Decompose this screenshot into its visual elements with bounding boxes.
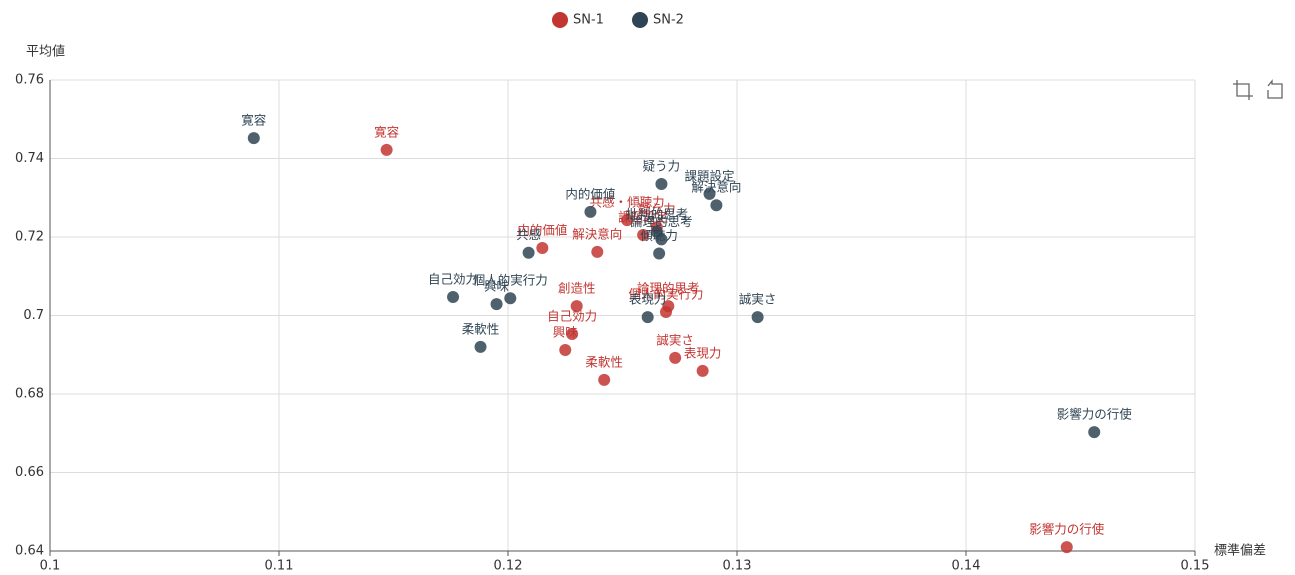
point-label: 課題設定 xyxy=(685,168,735,183)
point-label: 共感・傾聴力 xyxy=(590,195,665,210)
point-label: 創造性 xyxy=(558,281,596,296)
point xyxy=(637,229,650,242)
zoom-icon[interactable] xyxy=(1233,80,1253,100)
point xyxy=(696,364,709,377)
y-tick-label: 0.74 xyxy=(15,151,44,166)
x-tick-label: 0.12 xyxy=(494,559,523,574)
y-axis-name: 平均値 xyxy=(26,44,65,60)
point-label: 興味 xyxy=(484,279,510,294)
point-label: 論理的思考 xyxy=(630,214,693,229)
point xyxy=(655,178,668,191)
toolbox[interactable] xyxy=(1233,79,1283,100)
point-label: 解決意向 xyxy=(691,180,741,195)
reset-icon[interactable] xyxy=(1267,79,1283,99)
point-label: 傾聴力 xyxy=(640,228,678,243)
point xyxy=(669,351,682,364)
y-tick-label: 0.66 xyxy=(15,465,44,480)
point-label: 自己効力 xyxy=(547,308,597,323)
point xyxy=(710,199,723,212)
point xyxy=(504,292,517,305)
point-label: 柔軟性 xyxy=(462,321,500,336)
point xyxy=(660,305,673,318)
x-tick-label: 0.1 xyxy=(40,559,61,574)
point xyxy=(584,205,597,218)
point xyxy=(621,214,634,227)
point-label: 個人的実行力 xyxy=(473,273,548,288)
point-label: 興味 xyxy=(553,325,579,340)
point xyxy=(655,233,668,246)
legend-label: SN-1 xyxy=(573,13,604,28)
point-label: 表現力 xyxy=(684,345,722,360)
point-label: 内的価値 xyxy=(565,186,615,201)
point xyxy=(490,298,503,311)
point xyxy=(536,241,549,254)
point xyxy=(522,246,535,259)
point-label: 誠実さ xyxy=(739,292,777,307)
point-label: 課題設定 xyxy=(618,210,668,225)
point xyxy=(703,187,716,200)
point-label: 解決意向 xyxy=(572,226,622,241)
y-tick-label: 0.76 xyxy=(15,73,44,88)
y-tick-label: 0.72 xyxy=(15,230,44,245)
point-label: 自己効力 xyxy=(428,272,478,287)
x-axis-name: 標準偏差 xyxy=(1214,543,1266,559)
point-label: 誠実さ xyxy=(656,332,694,347)
point-label: 寛容 xyxy=(241,113,266,128)
x-tick-label: 0.14 xyxy=(952,559,981,574)
point xyxy=(751,311,764,324)
point xyxy=(474,340,487,353)
point-label: 柔軟性 xyxy=(585,354,623,369)
point-label: 表現力 xyxy=(629,292,667,307)
legend-marker xyxy=(552,12,568,28)
point xyxy=(566,327,579,340)
point xyxy=(559,344,572,357)
point xyxy=(591,245,604,258)
legend-marker xyxy=(632,12,648,28)
point xyxy=(653,247,666,260)
x-tick-label: 0.11 xyxy=(265,559,294,574)
point xyxy=(1088,426,1101,439)
point-label: 内的価値 xyxy=(517,222,567,237)
point-label: 個人的実行力 xyxy=(629,286,704,301)
point xyxy=(598,373,611,386)
point-label: 批判的思考 xyxy=(626,206,689,221)
point xyxy=(641,311,654,324)
y-tick-label: 0.7 xyxy=(23,308,44,323)
point-label: 共感 xyxy=(516,227,541,242)
point-label: 影響力の行使 xyxy=(1029,522,1105,537)
point-label: 寛容 xyxy=(374,124,399,139)
point-label: 論理的思考 xyxy=(637,281,700,296)
point-label: 疑う力 xyxy=(638,202,676,217)
x-tick-label: 0.15 xyxy=(1181,559,1210,574)
point xyxy=(247,132,260,145)
point xyxy=(1060,541,1073,554)
legend-label: SN-2 xyxy=(653,13,684,28)
y-tick-label: 0.68 xyxy=(15,387,44,402)
point xyxy=(570,300,583,313)
point-label: 疑う力 xyxy=(643,159,681,174)
point xyxy=(447,291,460,304)
y-tick-label: 0.64 xyxy=(15,544,44,559)
x-tick-label: 0.13 xyxy=(723,559,752,574)
point xyxy=(380,143,393,156)
point-label: 影響力の行使 xyxy=(1057,407,1133,422)
